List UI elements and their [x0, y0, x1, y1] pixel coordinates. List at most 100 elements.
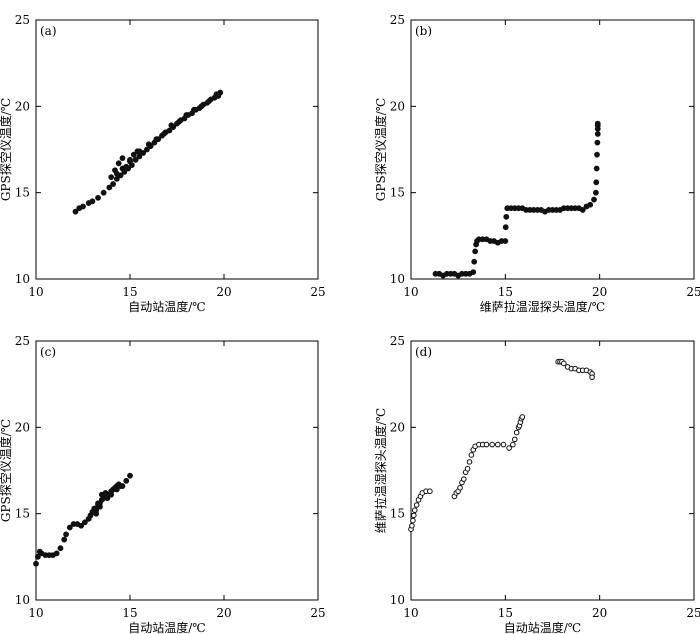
data-point	[519, 414, 526, 420]
data-point	[57, 545, 64, 552]
data-point	[511, 436, 518, 443]
data-point	[561, 360, 567, 367]
y-tick-label: 10	[15, 272, 30, 286]
data-point	[53, 550, 60, 557]
x-axis-label: 自动站温度/℃	[128, 299, 205, 314]
data-point	[471, 258, 478, 265]
data-point	[33, 560, 39, 567]
data-point	[589, 374, 595, 381]
data-point	[97, 503, 103, 510]
data-point	[72, 208, 79, 215]
y-tick-label: 25	[390, 334, 405, 348]
x-tick-label: 20	[592, 285, 607, 299]
y-tick-label: 10	[390, 593, 405, 607]
x-tick-label: 10	[403, 285, 418, 299]
y-tick-label: 20	[15, 420, 30, 434]
data-point	[594, 131, 601, 137]
x-tick-label: 25	[686, 285, 700, 299]
data-point	[468, 452, 475, 458]
data-point	[510, 441, 516, 448]
data-point	[166, 127, 173, 134]
data-point	[503, 213, 510, 220]
data-point	[213, 91, 220, 98]
y-tick-label: 25	[390, 13, 405, 27]
data-point	[506, 445, 512, 451]
data-point	[66, 524, 73, 531]
data-point	[175, 118, 182, 125]
y-axis-label: GPS探空仪温度/℃	[0, 98, 13, 201]
x-tick-label: 25	[310, 606, 325, 620]
data-point	[102, 490, 109, 496]
data-point	[494, 441, 501, 448]
data-point	[489, 441, 495, 448]
data-point	[106, 184, 113, 191]
chart-panel-3: 10 15 20 25 10 15 20 25 (c) 自动站温度/℃ GPS探空仪温度/℃	[0, 334, 326, 634]
data-point	[594, 120, 601, 127]
plot-frame	[35, 340, 319, 601]
x-tick-label: 10	[28, 606, 43, 620]
data-point	[93, 510, 100, 517]
chart-panel-1: 10 15 20 25 10 15 20 25 (a) 自动站温度/℃ GPS探空仪温度/℃	[0, 13, 326, 314]
data-point	[483, 441, 490, 448]
x-axis-label: 自动站温度/℃	[128, 620, 205, 634]
data-point	[457, 484, 463, 491]
x-tick-label: 15	[122, 606, 137, 620]
x-tick-label: 10	[403, 606, 418, 620]
data-point	[130, 151, 137, 158]
series-1	[432, 120, 601, 279]
data-point	[108, 174, 115, 181]
data-point	[119, 483, 126, 489]
data-point	[461, 476, 467, 482]
data-point	[594, 139, 601, 146]
data-point	[191, 106, 197, 113]
data-point	[119, 155, 126, 162]
data-point	[500, 441, 507, 448]
panel-label: (a)	[40, 24, 57, 38]
data-point	[80, 203, 86, 210]
y-tick-label: 15	[390, 186, 405, 200]
panel-label: (d)	[415, 345, 432, 359]
data-point	[113, 486, 120, 493]
data-point	[144, 146, 150, 153]
chart-panel-2: 10 15 20 25 10 15 20 25 (b) 维萨拉温湿探头温度/℃ GPS探空仪温度/℃	[373, 13, 700, 314]
data-point	[592, 189, 599, 196]
data-point	[108, 491, 115, 498]
series-1	[72, 89, 224, 215]
data-point	[63, 531, 69, 538]
data-point	[409, 522, 415, 529]
data-point	[81, 519, 88, 526]
data-point	[513, 429, 520, 436]
x-axis-label: 自动站温度/℃	[504, 620, 581, 634]
data-point	[593, 179, 600, 186]
y-axis-label: GPS探空仪温度/℃	[373, 98, 388, 201]
data-point	[502, 238, 509, 244]
data-point	[119, 165, 126, 172]
data-point	[502, 224, 509, 231]
data-point	[127, 472, 133, 479]
data-point	[132, 156, 139, 163]
data-point	[160, 131, 167, 137]
x-tick-label: 15	[498, 285, 513, 299]
data-point	[413, 502, 420, 508]
data-point	[470, 269, 477, 275]
data-point	[100, 189, 107, 196]
data-point	[168, 122, 175, 129]
y-tick-label: 10	[15, 593, 30, 607]
data-point	[411, 507, 418, 514]
x-tick-label: 20	[216, 606, 231, 620]
y-tick-label: 20	[390, 99, 405, 113]
y-tick-label: 20	[15, 99, 30, 113]
y-tick-label: 25	[15, 334, 30, 348]
data-point	[113, 170, 120, 177]
y-axis-label: GPS探空仪温度/℃	[0, 419, 13, 522]
data-point	[183, 112, 190, 118]
data-point	[594, 151, 600, 158]
y-tick-label: 10	[390, 272, 405, 286]
data-point	[206, 98, 212, 105]
data-point	[411, 512, 417, 519]
data-point	[466, 459, 473, 465]
y-tick-label: 25	[15, 13, 30, 27]
series-1	[33, 472, 133, 567]
x-axis-label: 维萨拉温湿探头温度/℃	[480, 299, 605, 314]
